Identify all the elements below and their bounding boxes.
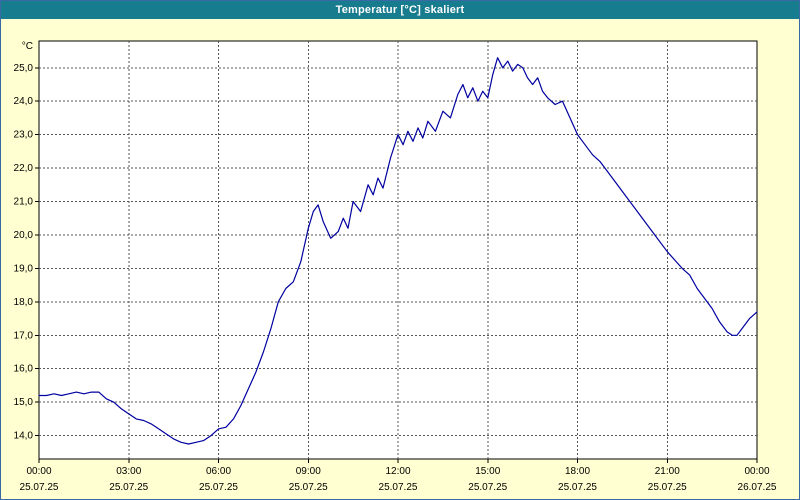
y-tick-label: 20,0 <box>14 230 34 241</box>
y-tick-label: 15,0 <box>14 397 34 408</box>
y-tick-label: 18,0 <box>14 297 34 308</box>
x-tick-date-label: 26.07.25 <box>738 482 777 493</box>
x-tick-date-label: 25.07.25 <box>648 482 687 493</box>
x-tick-time-label: 00:00 <box>26 466 51 477</box>
x-tick-date-label: 25.07.25 <box>109 482 148 493</box>
x-tick-date-label: 25.07.25 <box>20 482 59 493</box>
y-tick-label: 23,0 <box>14 130 34 141</box>
window-title: Temperatur [°C] skaliert <box>335 4 465 16</box>
x-tick-time-label: 12:00 <box>385 466 410 477</box>
y-tick-label: 22,0 <box>14 163 34 174</box>
y-tick-label: 25,0 <box>14 63 34 74</box>
y-tick-label: 17,0 <box>14 330 34 341</box>
window-title-bar[interactable]: Temperatur [°C] skaliert <box>1 1 799 19</box>
x-tick-time-label: 03:00 <box>116 466 141 477</box>
x-tick-date-label: 25.07.25 <box>558 482 597 493</box>
temperature-line <box>38 57 758 445</box>
y-axis-unit-label: °C <box>22 41 33 52</box>
x-tick-time-label: 00:00 <box>744 466 769 477</box>
x-tick-date-label: 25.07.25 <box>379 482 418 493</box>
chart-area: 14,0 15,0 16,0 17,0 18,0 19,0 20,0 21,0 22,0 23,0… <box>1 19 799 499</box>
y-tick-label: 14,0 <box>14 431 34 442</box>
temperature-chart: 14,0 15,0 16,0 17,0 18,0 19,0 20,0 21,0 22,0 23,0… <box>14 40 777 493</box>
y-tick-label: 19,0 <box>14 263 34 274</box>
x-tick-date-label: 25.07.25 <box>468 482 507 493</box>
y-tick-label: 21,0 <box>14 197 34 208</box>
x-tick-date-label: 25.07.25 <box>289 482 328 493</box>
y-tick-label: 16,0 <box>14 364 34 375</box>
x-tick-time-label: 21:00 <box>655 466 680 477</box>
x-tick-time-label: 09:00 <box>296 466 321 477</box>
x-tick-time-label: 18:00 <box>565 466 590 477</box>
x-tick-time-label: 06:00 <box>206 466 231 477</box>
x-tick-date-label: 25.07.25 <box>199 482 238 493</box>
y-tick-label: 24,0 <box>14 96 34 107</box>
x-tick-time-label: 15:00 <box>475 466 500 477</box>
